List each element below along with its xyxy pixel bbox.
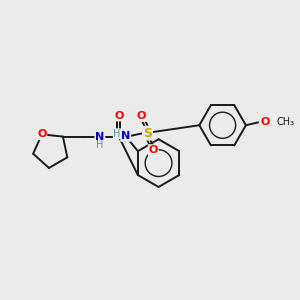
Text: H: H <box>113 129 121 139</box>
Text: N: N <box>121 131 130 141</box>
Text: N: N <box>95 132 104 142</box>
Text: O: O <box>137 111 146 121</box>
Text: O: O <box>114 111 124 121</box>
Text: O: O <box>37 129 46 140</box>
Text: O: O <box>148 145 158 155</box>
Text: H: H <box>96 140 103 150</box>
Text: O: O <box>261 117 270 127</box>
Text: CH₃: CH₃ <box>276 117 294 127</box>
Text: S: S <box>143 127 152 140</box>
